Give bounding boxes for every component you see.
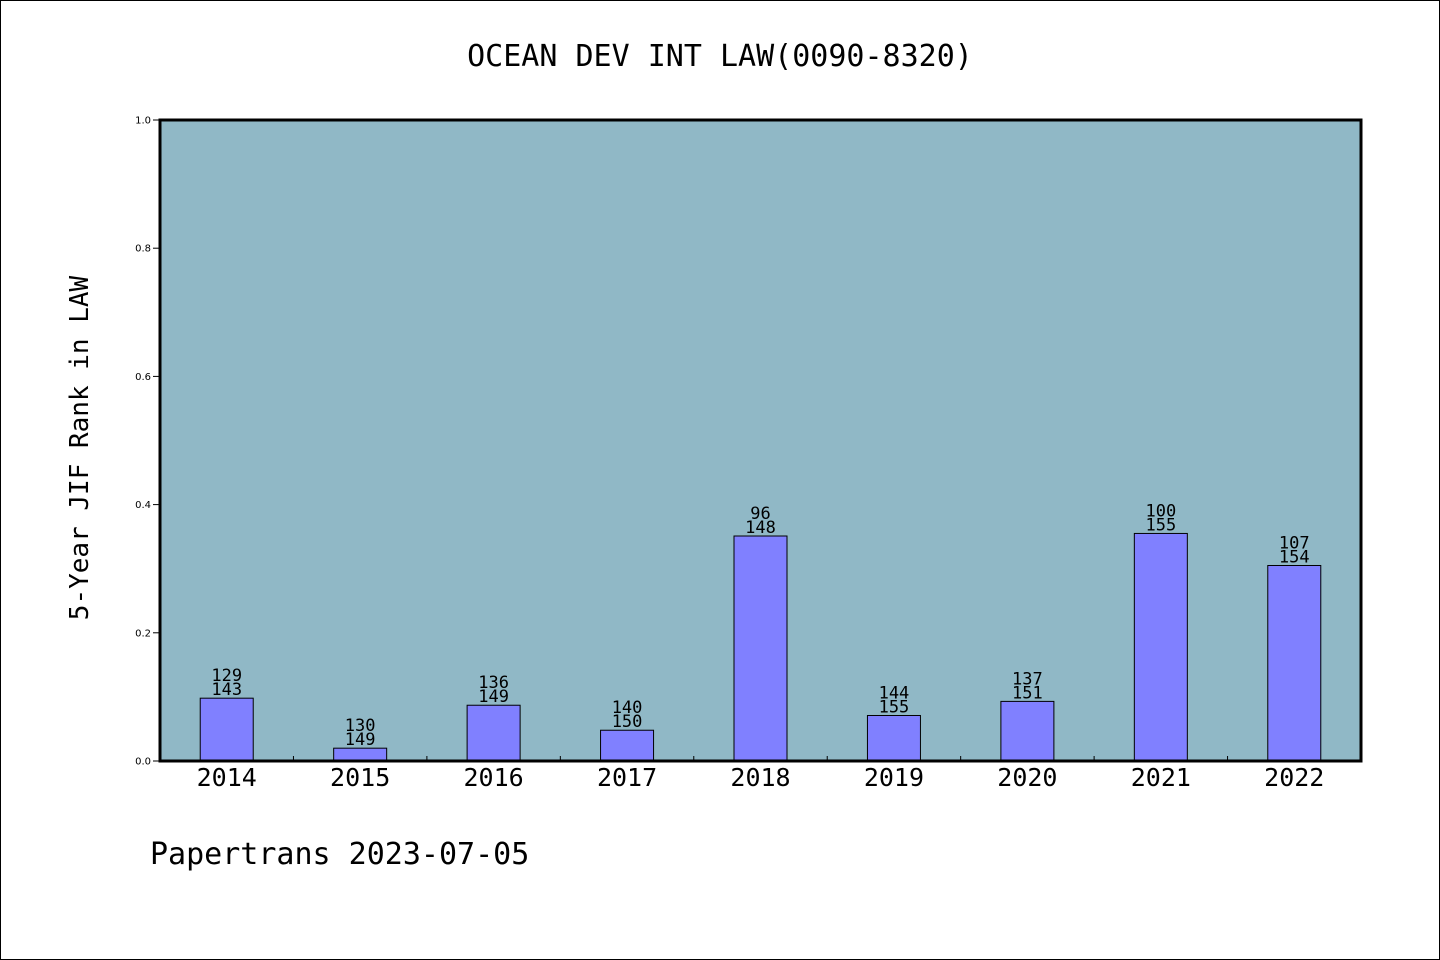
y-tick-label: 0.8 xyxy=(135,244,151,255)
x-tick-label: 2022 xyxy=(1264,763,1324,792)
bar-label-total: 154 xyxy=(1279,547,1310,567)
x-tick-label: 2016 xyxy=(464,763,524,792)
bar-label-rank: 129 xyxy=(211,666,242,686)
plot-border xyxy=(158,118,1363,763)
bar-label-rank: 130 xyxy=(345,716,376,736)
bar-label-rank: 107 xyxy=(1279,533,1310,553)
y-tick-label: 0.6 xyxy=(135,372,151,383)
bar-label-rank: 140 xyxy=(612,698,643,718)
x-tick-label: 2015 xyxy=(330,763,390,792)
y-axis: 0.0 0.2 0.4 0.6 0.8 1.0 xyxy=(135,116,160,768)
bar-label-total: 149 xyxy=(478,687,509,707)
y-tick-label: 0.2 xyxy=(135,628,151,639)
bar-label-rank: 137 xyxy=(1012,669,1043,689)
x-tick-label: 2021 xyxy=(1131,763,1191,792)
bar-label-rank: 144 xyxy=(879,683,910,703)
bar-label-total: 143 xyxy=(211,680,242,700)
bar-label-rank: 100 xyxy=(1145,501,1176,521)
bar-label-total: 148 xyxy=(745,518,776,538)
bar-label-rank: 136 xyxy=(478,673,509,693)
bar xyxy=(733,535,788,762)
chart-title: OCEAN DEV INT LAW(0090-8320) xyxy=(467,39,973,74)
bar xyxy=(466,704,521,762)
y-tick-label: 1.0 xyxy=(135,116,151,127)
x-tick-label: 2019 xyxy=(864,763,924,792)
y-axis-label: 5-Year JIF Rank in LAW xyxy=(65,275,95,620)
bar-labels: 1291431301491361491401509614814415513715… xyxy=(211,501,1309,750)
bar xyxy=(866,714,921,762)
bar-label-total: 150 xyxy=(612,712,643,732)
bar xyxy=(600,729,655,762)
y-tick-label: 0.4 xyxy=(135,500,151,511)
footer-credit: Papertrans 2023-07-05 xyxy=(150,837,529,872)
x-axis: 2014 2015 2016 2017 2018 2019 2020 2021 2022 xyxy=(197,756,1324,792)
bars xyxy=(199,532,1322,762)
bar xyxy=(1000,700,1055,762)
bar-label-total: 155 xyxy=(879,697,910,717)
bar-label-total: 155 xyxy=(1145,515,1176,535)
x-tick-label: 2014 xyxy=(197,763,257,792)
bar xyxy=(199,697,254,762)
bar-label-rank: 96 xyxy=(750,504,770,524)
bar-label-total: 151 xyxy=(1012,683,1043,703)
x-tick-label: 2017 xyxy=(597,763,657,792)
x-tick-label: 2018 xyxy=(730,763,790,792)
bar xyxy=(1267,564,1322,762)
x-tick-label: 2020 xyxy=(997,763,1057,792)
bar xyxy=(1133,532,1188,762)
bar-label-total: 149 xyxy=(345,730,376,750)
y-tick-label: 0.0 xyxy=(135,757,151,768)
